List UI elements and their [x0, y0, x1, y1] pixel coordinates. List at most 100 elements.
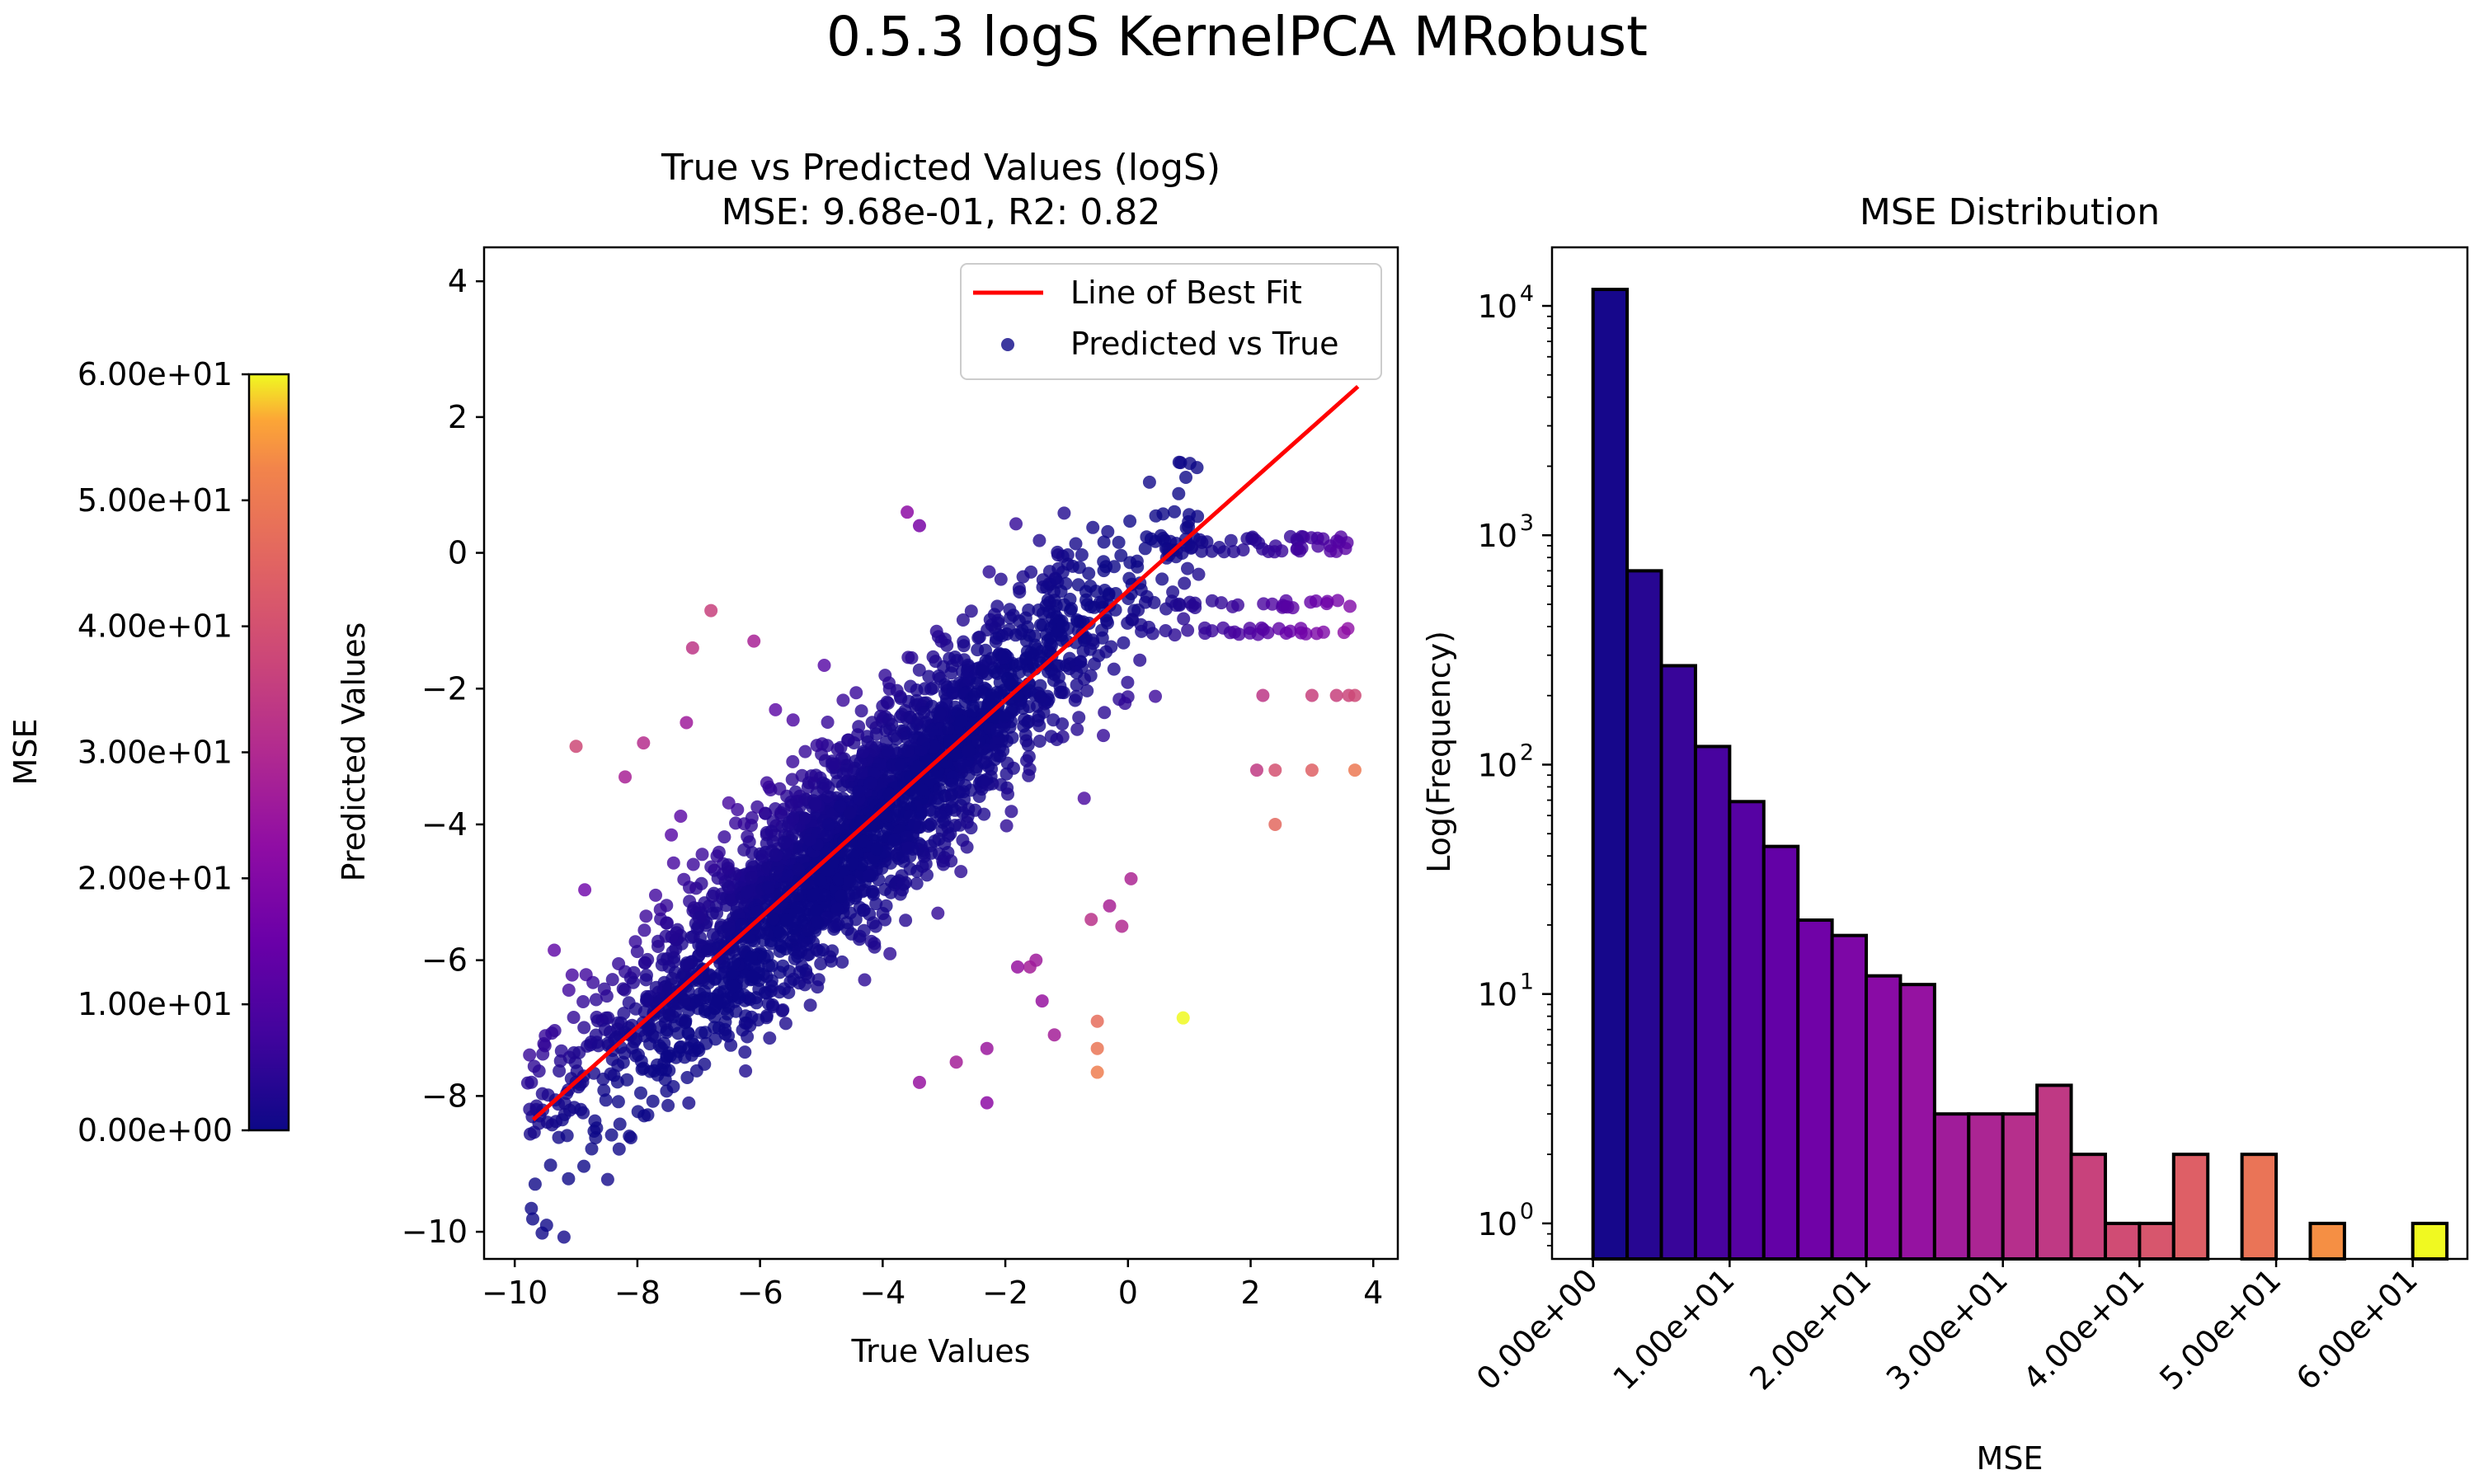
scatter-point: [1179, 521, 1193, 535]
scatter-point: [1080, 683, 1094, 697]
scatter-point: [598, 1022, 612, 1036]
scatter-point: [956, 805, 970, 819]
histogram-ytick-exponent: 1: [1520, 970, 1534, 995]
scatter-point: [1057, 506, 1071, 520]
scatter-point: [931, 906, 945, 920]
histogram-xtick-label: 4.00e+01: [2016, 1261, 2152, 1397]
scatter-point: [567, 1011, 581, 1024]
scatter-point: [750, 800, 764, 814]
scatter-point: [945, 801, 959, 815]
scatter-point: [739, 1064, 753, 1078]
scatter-outlier-point: [1305, 763, 1319, 777]
scatter-point: [612, 1142, 626, 1156]
scatter-point: [724, 1038, 738, 1052]
scatter-point: [868, 937, 882, 951]
scatter-point: [946, 679, 960, 693]
scatter-point: [757, 951, 771, 965]
scatter-point: [934, 634, 948, 648]
scatter-point: [562, 984, 576, 997]
scatter-point: [1159, 624, 1173, 637]
histogram-ytick-label: 10: [1478, 518, 1517, 554]
scatter-point: [957, 639, 971, 653]
scatter-point: [825, 944, 840, 958]
scatter-point: [711, 871, 725, 885]
scatter-point: [802, 923, 816, 937]
scatter-point: [998, 710, 1012, 724]
scatter-point: [630, 945, 644, 959]
scatter-point: [924, 817, 938, 831]
scatter-point: [1076, 644, 1090, 658]
scatter-point: [523, 1048, 537, 1062]
scatter-point: [830, 742, 844, 756]
scatter-point: [785, 773, 799, 787]
scatter-point: [1072, 711, 1086, 725]
scatter-point: [780, 913, 794, 928]
scatter-point: [1316, 532, 1330, 546]
colorbar-tick-label: 0.00e+00: [78, 1112, 233, 1148]
scatter-outlier-point: [1348, 688, 1362, 702]
scatter-point: [819, 777, 833, 791]
scatter-point: [1024, 565, 1038, 579]
scatter-point: [634, 1086, 647, 1100]
scatter-point: [854, 755, 868, 769]
scatter-point: [1168, 505, 1182, 519]
scatter-point: [1070, 614, 1084, 628]
scatter-legend[interactable]: Line of Best Fit Predicted vs True: [960, 263, 1382, 380]
scatter-point: [774, 938, 788, 952]
scatter-point: [1050, 733, 1064, 746]
scatter-point: [948, 650, 962, 664]
scatter-point: [574, 1102, 588, 1116]
scatter-outlier-point: [1256, 688, 1270, 702]
scatter-point: [729, 816, 743, 830]
scatter-point: [891, 847, 905, 861]
scatter-point: [784, 799, 798, 812]
scatter-point: [604, 1067, 618, 1081]
scatter-point: [703, 969, 717, 983]
scatter-point: [988, 753, 1002, 767]
histogram-bar: [2035, 1083, 2073, 1261]
scatter-point: [1177, 612, 1191, 626]
scatter-outlier-point: [1249, 763, 1263, 777]
scatter-point: [985, 688, 999, 702]
scatter-point: [639, 973, 653, 987]
scatter-point: [745, 810, 759, 824]
scatter-point: [833, 799, 847, 813]
scatter-ytick-label: −2: [421, 670, 468, 707]
scatter-point: [1021, 738, 1035, 752]
scatter-point: [1101, 524, 1115, 538]
scatter-xtick-label: −6: [737, 1275, 783, 1311]
scatter-point: [792, 862, 805, 876]
scatter-point: [649, 980, 663, 994]
scatter-point: [813, 873, 827, 887]
scatter-point: [1123, 514, 1137, 528]
scatter-point: [745, 871, 758, 885]
scatter-point: [1281, 600, 1295, 614]
scatter-point: [1032, 735, 1047, 748]
scatter-point: [665, 828, 679, 842]
scatter-point: [941, 722, 955, 736]
scatter-point: [1022, 603, 1036, 617]
scatter-point: [1030, 642, 1044, 656]
scatter-point: [907, 817, 921, 831]
scatter-point: [919, 857, 933, 871]
scatter-point: [830, 903, 844, 916]
scatter-point: [964, 821, 978, 835]
scatter-point: [661, 951, 675, 965]
scatter-point: [1118, 697, 1132, 711]
histogram-bar: [1865, 974, 1903, 1261]
scatter-ytick-label: 2: [448, 399, 468, 435]
scatter-point: [590, 1014, 604, 1028]
scatter-point: [802, 833, 816, 847]
scatter-point: [651, 934, 665, 948]
scatter-point: [1009, 517, 1023, 531]
scatter-point: [1121, 675, 1135, 689]
colorbar: 0.00e+00 1.00e+01 2.00e+01 3.00e+01 4.00e+01…: [7, 356, 290, 1148]
histogram-xlabel: MSE: [1977, 1440, 2044, 1477]
scatter-point: [977, 807, 991, 821]
scatter-point: [1036, 606, 1050, 620]
scatter-xtick-label: −4: [859, 1275, 905, 1311]
scatter-point: [1097, 535, 1111, 549]
scatter-point: [727, 956, 741, 970]
scatter-point: [1099, 645, 1113, 659]
scatter-point: [628, 1049, 642, 1063]
